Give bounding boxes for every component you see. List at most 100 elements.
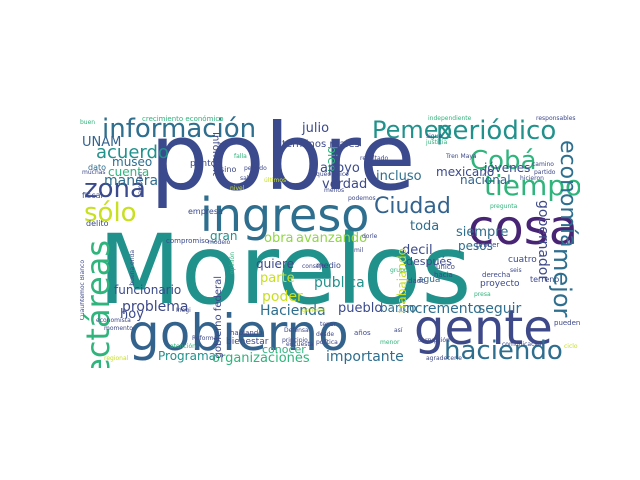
word-seis: seis: [510, 267, 522, 274]
word-arqueologico: arqueológico: [310, 171, 349, 178]
word-asi: así: [394, 327, 403, 334]
word-publica: pública: [314, 275, 365, 291]
word-menor: menor: [380, 339, 400, 346]
word-informacion: información: [102, 114, 257, 144]
word-hacienda: Hacienda: [260, 303, 326, 319]
word-decil: decil: [402, 243, 433, 258]
word-poder: poder: [262, 289, 303, 305]
word-general: general: [302, 307, 325, 314]
word-zona: zona: [84, 174, 146, 204]
word-salva: salva: [240, 175, 256, 182]
word-pesos: pesos: [458, 239, 493, 253]
word-pregunta: pregunta: [490, 203, 518, 210]
word-programa: Programa: [158, 349, 216, 363]
word-independiente: independiente: [428, 115, 472, 122]
word-verdad: verdad: [322, 177, 368, 192]
word-tambien: también: [137, 172, 144, 197]
word-encuesta: encuesta: [286, 341, 314, 348]
word-trabajando: trabajando: [395, 248, 409, 314]
word-sigue: sigue: [426, 133, 443, 140]
word-reforma: Reforma: [192, 335, 218, 342]
word-bien: bien: [325, 146, 339, 172]
word-avanzando: avanzando: [296, 231, 368, 246]
word-empresa: empresa: [188, 207, 223, 216]
word-hectareas: hectáreas: [80, 240, 117, 368]
word-ultimos: últimos: [264, 177, 287, 184]
word-mexicano: mexicano: [436, 165, 495, 179]
word-despues: después: [406, 255, 452, 268]
word-banco: banco: [380, 301, 417, 315]
word-cloud: Morelos pobre gobierno ingreso gente cos…: [80, 112, 580, 368]
word-derecha: derecha: [482, 271, 511, 279]
word-regional: regional: [104, 355, 129, 362]
word-tren-maya: Tren Maya: [446, 153, 477, 160]
word-resultado: resultado: [360, 155, 389, 162]
word-podemos: podemos: [348, 195, 376, 202]
word-anos: años: [354, 329, 371, 337]
word-atencion: atención: [170, 343, 196, 350]
word-toda: toda: [410, 219, 440, 234]
word-partido: partido: [534, 169, 556, 176]
word-incluso: incluso: [376, 169, 422, 184]
word-falla: falla: [234, 153, 247, 160]
word-justicia: justicia: [426, 139, 448, 146]
word-corrupcion: corrupción: [418, 337, 450, 344]
word-apoyo: apoyo: [320, 161, 360, 176]
word-periodo: periodo: [244, 165, 267, 172]
word-gobernador: gobernador: [535, 200, 551, 282]
word-defensa: Defensa: [284, 327, 309, 334]
word-economista: economista: [96, 317, 131, 324]
word-delito: delito: [86, 219, 109, 228]
word-periodico: periódico: [436, 116, 557, 146]
word-gente: gente: [414, 300, 553, 356]
word-julio: julio: [302, 121, 330, 136]
word-pobre: pobre: [150, 112, 416, 211]
word-unam: UNAM: [82, 135, 122, 150]
word-principio: principio: [282, 337, 308, 344]
word-desde: desde: [316, 331, 335, 338]
word-pueden: pueden: [554, 319, 580, 327]
word-dado: dado: [408, 277, 426, 285]
word-cuauhtemoc-blanco: Cuauhtémoc Blanco: [80, 260, 86, 321]
word-morelos: Morelos: [98, 214, 472, 326]
word-quiere: quiere: [256, 257, 294, 271]
word-organizaciones: organizaciones: [212, 351, 310, 366]
word-modelo: modelo: [208, 239, 231, 246]
word-solo: sólo: [84, 198, 137, 228]
word-terreno: terreno: [530, 275, 560, 284]
word-camino: camino: [532, 161, 554, 168]
word-momento: momento: [104, 325, 133, 332]
word-grupo: grupo: [390, 267, 408, 274]
word-nivel: nivel: [230, 185, 245, 192]
word-punto: punto: [190, 159, 217, 169]
word-consejo: consejo: [302, 263, 325, 270]
word-menos: menos: [324, 187, 345, 194]
word-tiempo: tiempo: [484, 169, 580, 202]
word-mil: mil: [354, 247, 364, 254]
word-buen: buen: [80, 119, 96, 126]
word-proyecto: proyecto: [480, 279, 520, 289]
word-gobierno-federal: gobierno federal: [213, 276, 224, 359]
word-coba: Cobá: [470, 146, 537, 176]
word-cuatro: cuatro: [508, 255, 537, 265]
word-dato: dato: [88, 163, 107, 172]
word-mejor: mejor: [548, 248, 576, 318]
word-funcionario: funcionario: [114, 283, 182, 297]
word-hicieron: hicieron: [520, 175, 544, 182]
word-tener: tener: [320, 321, 337, 328]
word-hablando: hablando: [230, 329, 263, 337]
word-acuerdo: acuerdo: [96, 142, 169, 163]
word-haciendo: haciendo: [444, 336, 563, 366]
word-importante: importante: [326, 349, 404, 365]
word-agradecerle: agradecerle: [426, 355, 462, 362]
word-obra: obra: [264, 231, 294, 246]
word-opinion: opinión: [229, 252, 236, 275]
word-siempre: siempre: [456, 225, 509, 240]
word-infonavit: Infonavit: [210, 132, 221, 177]
word-muchas: muchas: [82, 169, 106, 176]
word-unico: único: [436, 263, 455, 271]
word-presa: presa: [474, 291, 491, 298]
word-gobierno: gobierno: [128, 304, 349, 362]
word-terminos-reales: términos reales: [282, 139, 360, 150]
word-hoy: hoy: [120, 307, 144, 322]
